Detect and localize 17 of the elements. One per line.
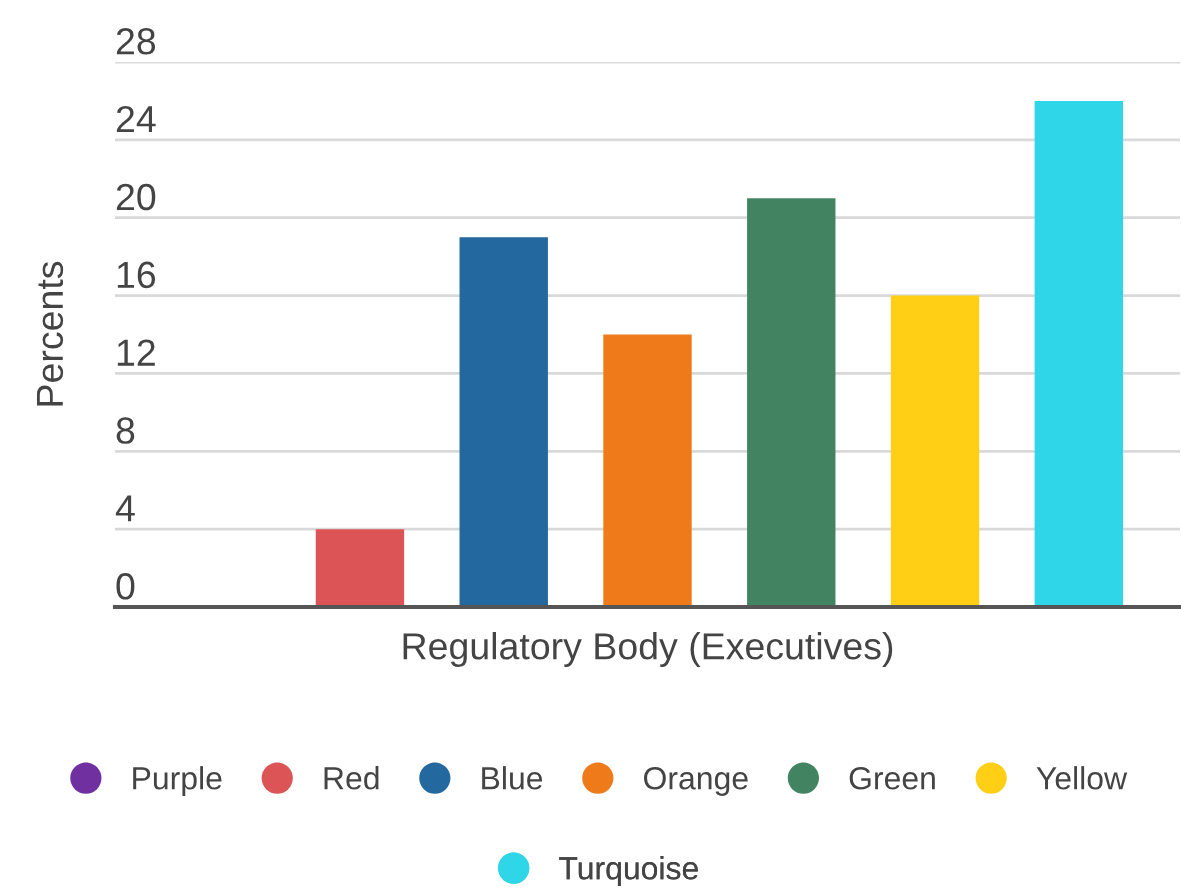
y-tick-label: 24 xyxy=(116,105,156,133)
y-tick-label: 28 xyxy=(116,28,156,55)
legend-label: Turquoise xyxy=(559,856,698,886)
x-tick-label: Regulatory Body (Executives) xyxy=(403,632,893,667)
legend-label: Orange xyxy=(644,766,748,796)
legend-label: Green xyxy=(849,766,935,790)
legend-label: Blue xyxy=(482,766,543,790)
y-tick-label: 4 xyxy=(115,495,135,522)
legend-label: Purple xyxy=(133,766,222,796)
y-tick-label: 0 xyxy=(116,573,135,600)
legend-label: Red xyxy=(324,766,379,790)
y-tick-label: 16 xyxy=(117,261,156,289)
y-tick-label: 20 xyxy=(116,183,156,211)
y-axis-title: Percents xyxy=(36,261,64,406)
legend-label: Yellow xyxy=(1036,766,1128,790)
y-tick-label: 8 xyxy=(116,417,135,444)
y-tick-label: 12 xyxy=(117,339,155,366)
